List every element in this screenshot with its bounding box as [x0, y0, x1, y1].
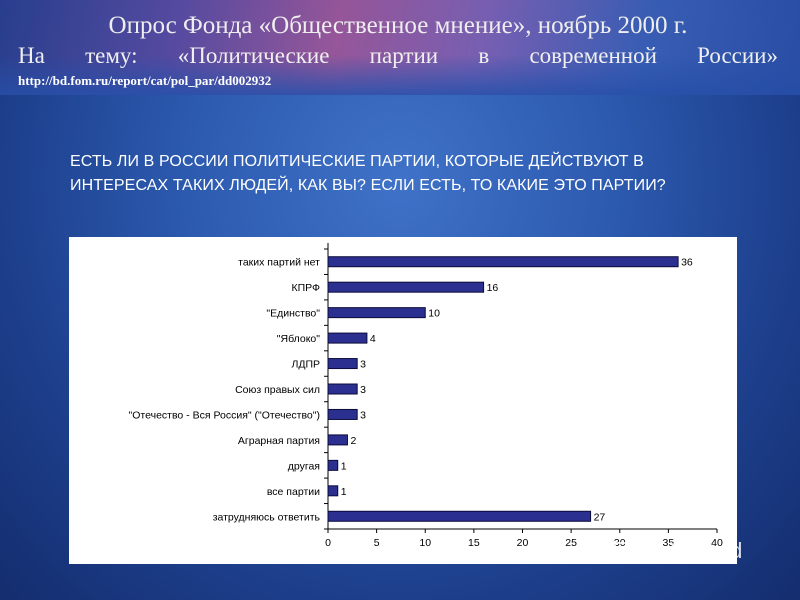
value-label: 36 [681, 257, 693, 269]
watermark-text: MyShared [640, 538, 743, 563]
category-label: все партии [267, 486, 320, 498]
category-label: "Яблоко" [277, 333, 320, 345]
category-label: "Отечество - Вся Россия" ("Отечество") [129, 409, 320, 421]
slide-title: Опрос Фонда «Общественное мнение», ноябр… [108, 12, 688, 39]
bar [327, 408, 358, 420]
value-label: 1 [341, 460, 347, 472]
share-icon [614, 542, 634, 560]
bar [327, 256, 679, 268]
x-tick-label: 40 [711, 537, 723, 549]
category-label: затрудняюсь ответить [213, 511, 321, 523]
x-tick-label: 5 [374, 537, 380, 549]
category-label: Союз правых сил [235, 384, 320, 396]
category-label: таких партий нет [238, 257, 320, 269]
bar [327, 307, 426, 319]
x-tick-label: 10 [419, 537, 431, 549]
value-label: 3 [360, 409, 366, 421]
value-label: 4 [370, 333, 376, 345]
slide-header: Опрос Фонда «Общественное мнение», ноябр… [18, 10, 778, 89]
value-label: 3 [360, 359, 366, 371]
bar [327, 332, 368, 344]
bar [327, 510, 592, 522]
header-background [0, 0, 800, 95]
bar [327, 358, 358, 370]
category-label: "Единство" [266, 308, 320, 320]
value-label: 1 [341, 486, 347, 498]
bar [327, 459, 339, 471]
category-label: Аграрная партия [238, 435, 320, 447]
category-label: другая [288, 460, 320, 472]
category-label: КПРФ [291, 282, 320, 294]
x-tick-label: 25 [565, 537, 577, 549]
category-label: ЛДПР [291, 359, 320, 371]
x-tick-label: 15 [468, 537, 480, 549]
survey-question: ЕСТЬ ЛИ В РОССИИ ПОЛИТИЧЕСКИЕ ПАРТИИ, КО… [70, 153, 666, 194]
slide-subtitle: На тему: «Политические партии в современ… [18, 43, 778, 68]
watermark: MyShared [612, 538, 743, 564]
value-label: 16 [487, 282, 499, 294]
x-tick-label: 35 [663, 537, 675, 549]
bar [327, 281, 485, 293]
source-url[interactable]: http://bd.fom.ru/report/cat/pol_par/dd00… [18, 73, 272, 88]
bar [327, 485, 339, 497]
bar [327, 434, 348, 446]
chart-panel: таких партий нет 36 КПРФ 16 "Единство" 10 "Ябл… [69, 237, 737, 564]
bar [327, 383, 358, 395]
value-label: 10 [428, 308, 440, 320]
value-label: 3 [360, 384, 366, 396]
value-label: 27 [594, 511, 606, 523]
x-tick-label: 0 [325, 537, 331, 549]
x-tick-label: 20 [517, 537, 529, 549]
value-label: 2 [350, 435, 356, 447]
